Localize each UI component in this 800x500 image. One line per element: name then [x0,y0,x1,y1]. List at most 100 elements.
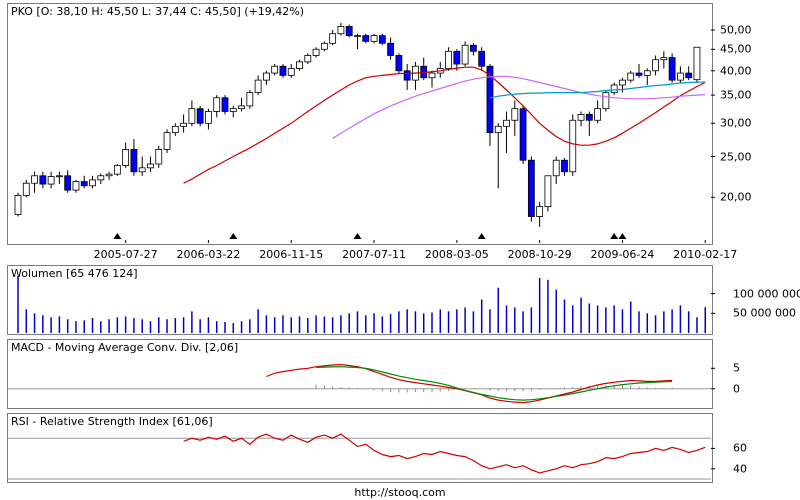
price-y-tick-label: 25,00 [720,150,752,164]
candle-body [113,165,121,175]
price-y-tick-label: 20,00 [720,190,752,204]
price-x-tick-label: 2010-02-17 [673,248,738,261]
price-y-tick-label: 30,00 [720,116,752,130]
candle-body [39,175,47,185]
candle-body [138,167,146,173]
price-y-tick-label: 50,00 [720,23,752,37]
candle-body [585,113,593,121]
candle-body [279,65,287,76]
candle-body [105,173,113,177]
price-y-tick-label: 35,00 [720,88,752,102]
candle-body [296,61,303,69]
candle-body [544,175,552,208]
price-x-tick-label: 2005-07-27 [93,248,158,261]
candle-body [320,42,328,50]
candle-body [610,84,618,93]
candle-body [229,108,237,112]
candle-body [569,119,577,173]
moving-average-cyan [489,81,706,99]
candle-body [677,72,684,81]
footer-url[interactable]: http://stooq.com [354,486,446,499]
candle-body [180,122,188,127]
candle-body [511,108,519,121]
rsi-y-tick-label: 60 [733,441,747,455]
candle-body [403,70,411,81]
candle-body [503,119,510,127]
candle-body [47,176,55,185]
price-x-tick-label: 2006-11-15 [259,248,324,261]
candle-body [163,132,171,150]
candle-body [196,108,204,124]
candle-body [337,26,345,35]
volume-panel: Wolumen [65 476 124] [7,265,713,335]
candle-body [602,92,610,110]
event-marker [229,233,238,239]
event-marker [477,233,486,239]
rsi-panel: RSI - Relative Strength Index [61,06] [7,413,713,483]
candle-body [627,72,635,81]
candle-body [561,159,568,173]
price-x-tick-label: 2006-03-22 [176,248,241,261]
event-marker [353,233,362,239]
candle-body [271,65,279,74]
candle-body [428,72,436,79]
macd-y-tick-label: 0 [733,382,740,396]
candle-body [387,42,395,56]
candle-body [213,97,221,112]
moving-average-red [183,66,706,184]
candle-body [453,50,461,65]
event-marker [610,233,619,239]
candle-body [552,159,560,177]
rsi-y-tick-label: 40 [733,462,747,476]
macd-panel: MACD - Moving Average Conv. Div. [2,06] [7,339,713,409]
candle-body [693,46,701,81]
price-x-tick-label: 2009-06-24 [590,248,655,261]
candle-body [221,97,229,112]
candle-body [668,57,676,81]
candle-body [312,48,320,56]
volume-y-tick-label: 50 000 000 [733,306,796,320]
candle-body [287,68,295,76]
volume-y-tick-label: 100 000 000 [733,287,800,301]
candle-body [304,55,312,63]
candle-body [461,44,469,65]
candle-body [370,35,378,42]
candle-body [345,26,353,37]
candle-body [155,148,163,165]
candle-body [31,175,38,184]
event-marker [113,233,122,239]
candle-body [519,108,527,161]
candle-body [494,125,502,134]
candle-body [329,33,337,44]
candle-body [188,108,196,124]
candle-body [486,65,494,134]
candle-body [395,55,403,72]
candle-body [478,50,486,67]
volume-panel-title: Wolumen [65 476 124] [11,267,138,280]
price-y-tick-label: 40,00 [720,64,752,78]
candle-body [147,163,154,169]
price-panel: PKO [O: 38,10 H: 45,50 L: 37,44 C: 45,50… [7,3,713,245]
candle-body [130,148,138,173]
candle-body [445,50,452,69]
candle-body [378,35,386,44]
candle-body [652,59,659,72]
macd-line [266,363,673,404]
moving-average-violet [332,75,706,140]
candle-body [238,105,245,110]
price-x-tick-label: 2008-10-29 [507,248,572,261]
candle-body [469,44,477,52]
candle-body [72,181,80,191]
price-x-tick-label: 2007-07-11 [342,248,406,261]
candle-body [354,35,361,38]
candle-body [64,175,72,191]
candle-body [254,79,262,93]
price-y-tick-label: 45,00 [720,42,752,56]
macd-panel-title: MACD - Moving Average Conv. Div. [2,06] [11,341,239,354]
candle-body [122,148,130,166]
candle-body [643,70,651,76]
candle-body [362,35,370,42]
candle-body [619,79,626,86]
candle-body [246,92,254,107]
